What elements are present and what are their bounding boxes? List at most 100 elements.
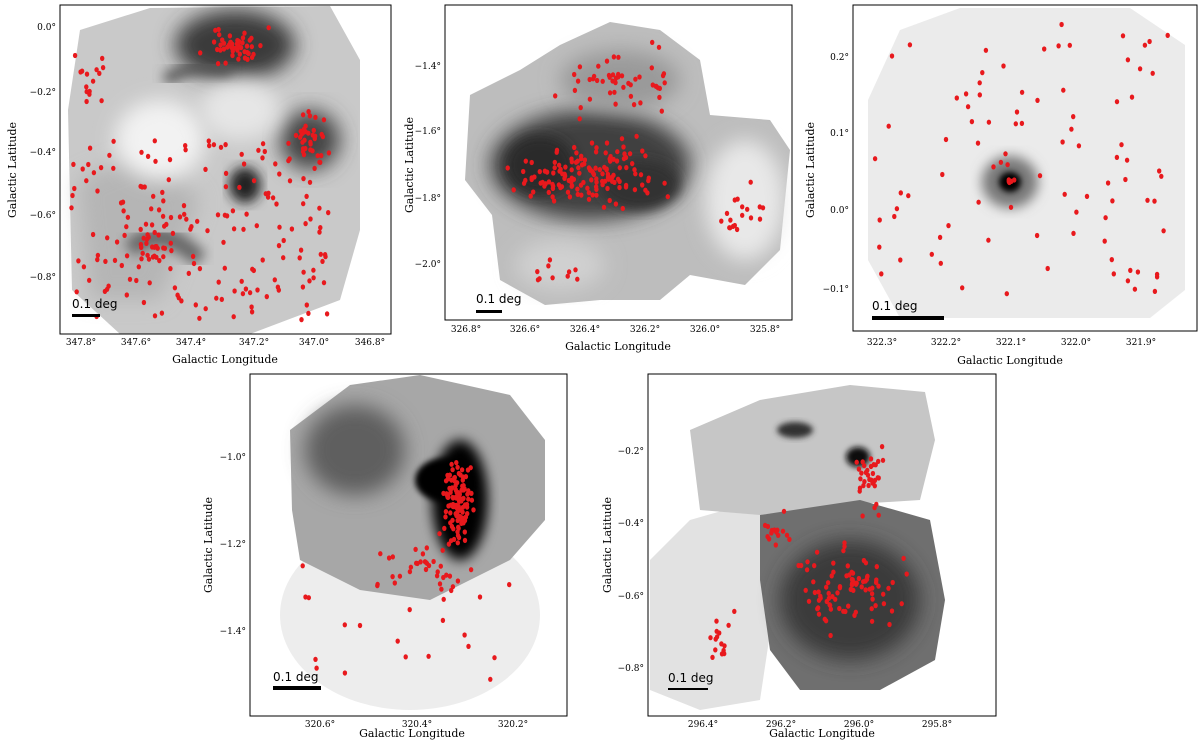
p5-ytick: −0.8° <box>618 664 644 674</box>
source-marker <box>650 39 655 46</box>
panel-3-xticks: 322.3° 322.2° 322.1° 322.0° 321.9° <box>867 338 1156 348</box>
panel-1-xticks: 347.8° 347.6° 347.4° 347.2° 347.0° 346.8… <box>66 338 385 348</box>
source-marker <box>451 504 456 510</box>
source-marker <box>144 236 150 242</box>
source-marker <box>78 69 83 75</box>
panel-5-yticks: −0.2° −0.4° −0.6° −0.8° <box>618 447 644 674</box>
source-marker <box>553 93 558 99</box>
source-marker <box>216 279 221 285</box>
panel-2: 326.8° 326.6° 326.4° 326.2° 326.0° 325.8… <box>403 4 793 353</box>
source-marker <box>889 53 895 59</box>
source-marker <box>434 573 440 579</box>
p4-scalebar-label: 0.1 deg <box>273 670 319 684</box>
source-marker <box>390 554 395 560</box>
p5-scalebar-label: 0.1 deg <box>668 671 714 685</box>
source-marker <box>160 213 166 219</box>
source-marker <box>976 199 981 205</box>
source-marker <box>289 226 295 232</box>
source-marker <box>612 179 617 185</box>
source-marker <box>223 184 229 190</box>
source-marker <box>719 651 725 657</box>
source-marker <box>321 117 327 123</box>
source-marker <box>460 517 465 524</box>
source-marker <box>424 545 429 551</box>
source-marker <box>445 476 451 482</box>
p3-scalebar: 0.1 deg <box>872 299 944 320</box>
source-marker <box>454 480 460 486</box>
source-marker <box>216 26 221 33</box>
p5-ytick: −0.2° <box>618 447 644 457</box>
source-marker <box>869 591 875 597</box>
source-marker <box>607 74 612 80</box>
source-marker <box>466 496 471 502</box>
source-marker <box>529 159 534 166</box>
source-marker <box>70 192 75 199</box>
source-marker <box>1152 198 1157 204</box>
source-marker <box>124 292 129 298</box>
source-marker <box>249 304 254 310</box>
source-marker <box>203 306 208 312</box>
source-marker <box>240 40 245 46</box>
source-marker <box>179 298 184 304</box>
source-marker <box>236 56 241 62</box>
source-marker <box>537 276 542 282</box>
source-marker <box>145 153 151 159</box>
source-marker <box>159 310 165 316</box>
source-marker <box>1145 197 1150 203</box>
source-marker <box>460 483 465 489</box>
source-marker <box>91 170 97 176</box>
source-marker <box>143 221 149 227</box>
source-marker <box>833 596 838 602</box>
source-marker <box>307 179 313 185</box>
p3-yaxis-label: Galactic Latitude <box>804 122 817 218</box>
source-marker <box>265 194 271 200</box>
source-marker <box>237 184 242 190</box>
source-marker <box>213 27 218 33</box>
source-marker <box>590 192 595 198</box>
source-marker <box>84 178 89 184</box>
source-marker <box>954 95 959 101</box>
source-marker <box>224 213 230 219</box>
source-marker <box>582 157 588 163</box>
source-marker <box>247 290 253 296</box>
p2-scalebar-label: 0.1 deg <box>476 292 522 306</box>
p4-xtick: 320.2° <box>498 720 528 730</box>
source-marker <box>103 258 108 264</box>
source-marker <box>237 51 242 57</box>
source-marker <box>881 601 887 607</box>
source-marker <box>824 584 829 590</box>
source-marker <box>303 123 308 129</box>
source-marker <box>607 90 613 96</box>
source-marker <box>407 607 412 613</box>
source-marker <box>812 563 817 569</box>
source-marker <box>1035 97 1040 103</box>
p2-ytick: −1.6° <box>415 127 441 137</box>
source-marker <box>640 148 645 154</box>
source-marker <box>302 137 307 143</box>
source-marker <box>611 172 616 178</box>
source-marker <box>193 302 198 308</box>
source-marker <box>191 260 197 267</box>
source-marker <box>1102 238 1107 244</box>
source-marker <box>589 140 595 146</box>
source-marker <box>1019 120 1025 126</box>
p2-xtick: 326.4° <box>570 325 600 335</box>
source-marker <box>521 180 527 186</box>
source-marker <box>1008 204 1014 210</box>
source-marker <box>447 573 453 579</box>
source-marker <box>823 618 829 624</box>
source-marker <box>589 177 594 183</box>
p3-xtick: 322.0° <box>1061 338 1091 348</box>
source-marker <box>581 179 586 186</box>
source-marker <box>310 148 315 154</box>
source-marker <box>397 573 403 579</box>
source-marker <box>861 579 866 585</box>
source-marker <box>460 477 465 483</box>
source-marker <box>156 207 162 213</box>
source-marker <box>235 47 240 53</box>
source-marker <box>734 226 740 233</box>
p5-xtick: 296.2° <box>766 720 796 730</box>
p2-scalebar-bar <box>476 310 502 313</box>
source-marker <box>1154 271 1160 277</box>
